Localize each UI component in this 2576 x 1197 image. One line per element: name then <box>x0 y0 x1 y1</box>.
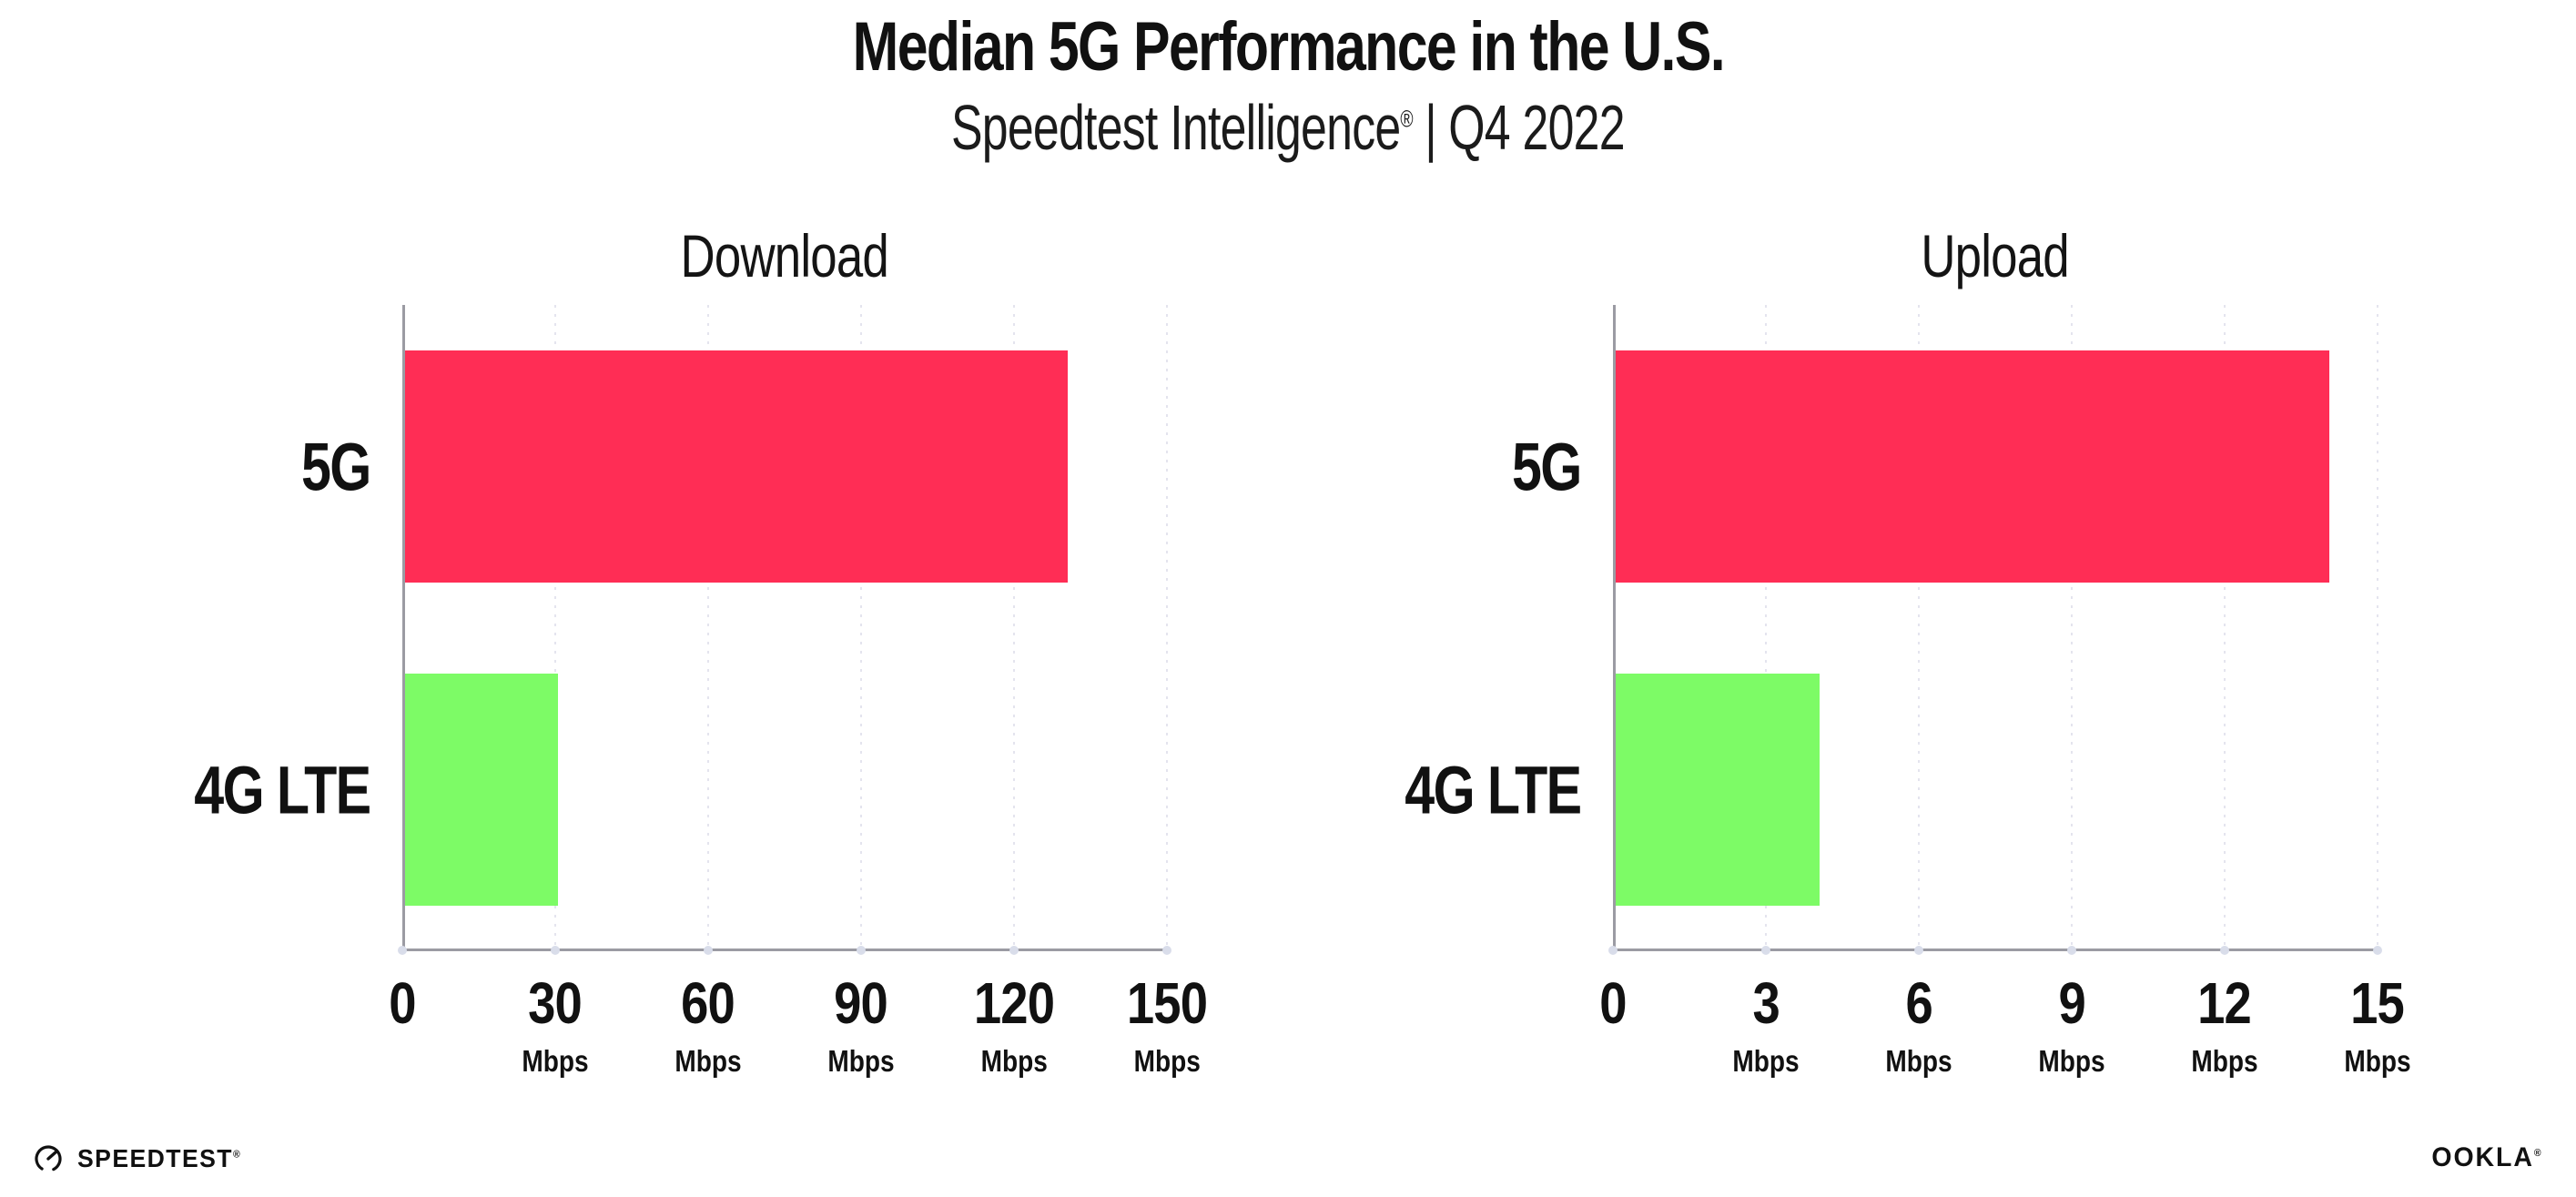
x-tick: 30 Mbps <box>522 970 589 1078</box>
x-tick: 3 Mbps <box>1732 970 1800 1078</box>
bar-row-5g: 5G <box>301 305 1167 628</box>
axis-tick-dot <box>704 946 713 955</box>
upload-x-axis-labels: 0 3 Mbps 6 Mbps 9 Mbps 12 Mbps 15 Mbps <box>1599 969 2410 1088</box>
y-axis-line <box>1613 305 1616 951</box>
gridline <box>2377 305 2378 948</box>
bar-4g-lte-download <box>405 673 558 907</box>
gridline <box>707 305 709 948</box>
category-label-5g: 5G <box>1512 429 1582 504</box>
bar-4g-lte-upload <box>1616 673 1820 907</box>
gridline <box>2224 305 2226 948</box>
registered-mark: ® <box>2533 1148 2542 1159</box>
axis-tick-dot <box>2220 946 2229 955</box>
ookla-logo: OOKLA® <box>2426 1142 2542 1173</box>
axis-tick-dot <box>398 946 407 955</box>
x-tick: 0 <box>1599 970 1627 1036</box>
axis-tick-dot <box>2067 946 2076 955</box>
registered-mark: ® <box>232 1149 242 1161</box>
category-label-4g-lte: 4G LTE <box>1405 752 1583 827</box>
category-label-5g: 5G <box>301 429 371 504</box>
gridline <box>1166 305 1168 948</box>
subtitle-brand: Speedtest Intelligence <box>951 92 1401 163</box>
upload-plot-area: 5G 4G LTE <box>1405 305 2382 955</box>
download-x-axis-labels: 0 30 Mbps 60 Mbps 90 Mbps 120 Mbps 150 M… <box>389 969 1208 1088</box>
speedtest-gauge-icon <box>32 1142 65 1175</box>
x-axis-line <box>1613 948 2378 951</box>
x-tick: 90 Mbps <box>827 970 895 1078</box>
x-tick: 0 <box>389 970 416 1036</box>
upload-chart: Upload 5G 4G LTE <box>1405 222 2411 1078</box>
upload-chart-title: Upload <box>1921 222 2070 289</box>
subtitle-period: Q4 2022 <box>1448 92 1625 163</box>
gridline <box>554 305 556 948</box>
download-chart: Download 5G 4G LTE <box>195 222 1208 1078</box>
ookla-wordmark: OOKLA <box>2430 1142 2534 1172</box>
x-tick: 9 Mbps <box>2038 970 2105 1078</box>
gridline <box>1918 305 1920 948</box>
x-tick: 150 Mbps <box>1126 970 1208 1078</box>
bar-row-5g: 5G <box>1512 305 2378 628</box>
axis-tick-dot <box>1761 946 1770 955</box>
page-title: Median 5G Performance in the U.S. <box>0 7 2576 86</box>
x-tick: 12 Mbps <box>2191 970 2258 1078</box>
axis-tick-dot <box>1009 946 1019 955</box>
x-tick: 15 Mbps <box>2344 970 2411 1078</box>
gridline <box>860 305 862 948</box>
axis-tick-dot <box>857 946 866 955</box>
download-chart-title: Download <box>680 222 889 289</box>
gridline <box>1765 305 1767 948</box>
axis-tick-dot <box>551 946 560 955</box>
subtitle-separator: | <box>1425 92 1437 163</box>
page-subtitle: Speedtest Intelligence® | Q4 2022 <box>0 91 2576 164</box>
x-axis-line <box>402 948 1167 951</box>
registered-mark: ® <box>1400 105 1414 133</box>
axis-tick-dot <box>1914 946 1923 955</box>
download-plot-area: 5G 4G LTE <box>195 305 1171 955</box>
gridline <box>2071 305 2073 948</box>
category-label-4g-lte: 4G LTE <box>194 752 372 827</box>
x-tick: 120 Mbps <box>973 970 1055 1078</box>
bar-row-4g-lte: 4G LTE <box>195 628 1167 951</box>
speedtest-wordmark: SPEEDTEST <box>77 1144 233 1172</box>
gridline <box>1013 305 1015 948</box>
axis-tick-dot <box>1162 946 1171 955</box>
axis-tick-dot <box>2373 946 2382 955</box>
bar-5g-upload <box>1616 350 2329 583</box>
bar-row-4g-lte: 4G LTE <box>1405 628 2378 951</box>
axis-tick-dot <box>1608 946 1618 955</box>
x-tick: 6 Mbps <box>1885 970 1952 1078</box>
bar-5g-download <box>405 350 1068 583</box>
speedtest-logo: SPEEDTEST® <box>32 1142 250 1175</box>
page-title-text: Median 5G Performance in the U.S. <box>852 8 1725 86</box>
x-tick: 60 Mbps <box>674 970 742 1078</box>
y-axis-line <box>402 305 405 951</box>
